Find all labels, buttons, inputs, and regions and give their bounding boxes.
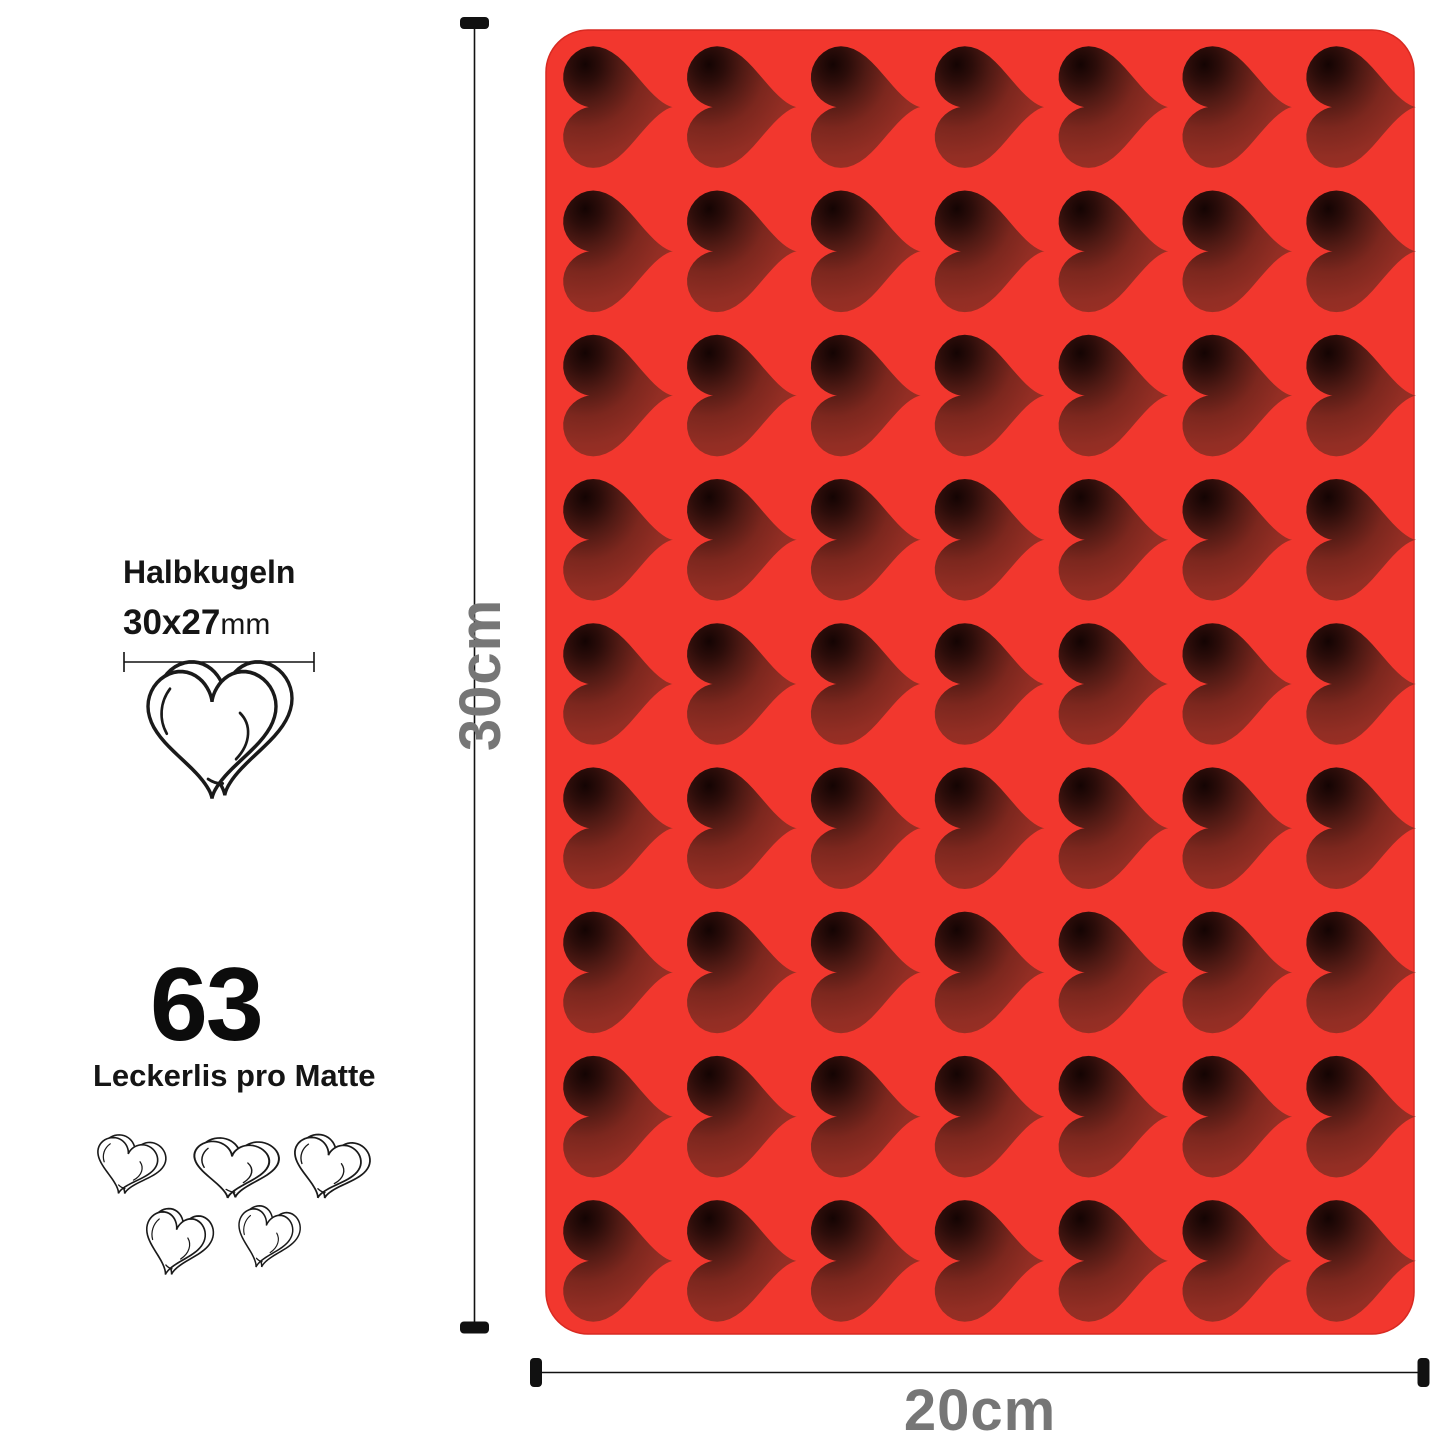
svg-text:Leckerlis pro Matte: Leckerlis pro Matte — [93, 1058, 376, 1093]
svg-text:30x27mm: 30x27mm — [123, 603, 270, 642]
svg-text:20cm: 20cm — [904, 1378, 1056, 1443]
svg-text:63: 63 — [150, 947, 262, 1063]
svg-text:Halbkugeln: Halbkugeln — [123, 554, 295, 590]
svg-text:30cm: 30cm — [448, 599, 513, 751]
